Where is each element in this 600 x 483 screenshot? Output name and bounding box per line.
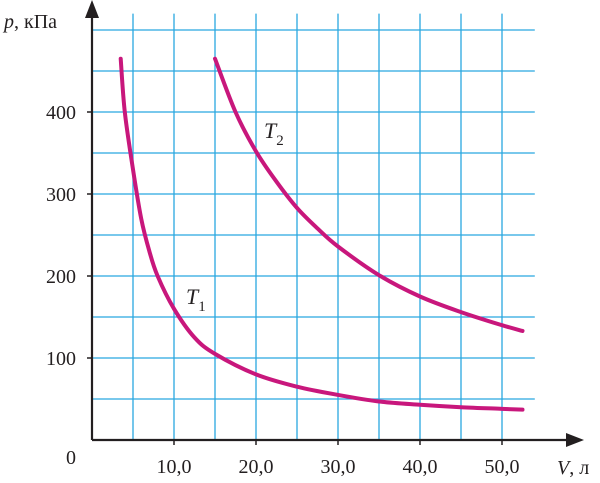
x-tick-label: 20,0 [239, 456, 274, 478]
y-axis-arrow-icon [85, 0, 99, 18]
x-tick-label: 10,0 [157, 456, 192, 478]
labels: p, кПа V, л T1 T2 [2, 11, 589, 479]
y-axis-label: p, кПа [2, 11, 57, 33]
y-tick-label: 300 [46, 184, 76, 206]
y-tick-label: 100 [46, 348, 76, 370]
x-tick-label: 40,0 [403, 456, 438, 478]
y-tick-label: 400 [46, 102, 76, 124]
x-tick-label: 30,0 [321, 456, 356, 478]
tick-labels: 10,0 20,0 30,0 40,0 50,0 100 200 300 400 0 [46, 102, 520, 478]
x-tick-label: 50,0 [485, 456, 520, 478]
series-line-T1 [118, 56, 525, 412]
grid [92, 13, 535, 440]
origin-label: 0 [66, 447, 76, 469]
series-label-T2: T2 [264, 118, 284, 149]
y-tick-label: 200 [46, 266, 76, 288]
x-axis-arrow-icon [566, 433, 584, 447]
series [118, 56, 525, 412]
axes [85, 0, 584, 447]
series-line-T2 [213, 56, 525, 333]
series-label-T1: T1 [186, 284, 206, 315]
x-axis-label: V, л [557, 457, 589, 479]
